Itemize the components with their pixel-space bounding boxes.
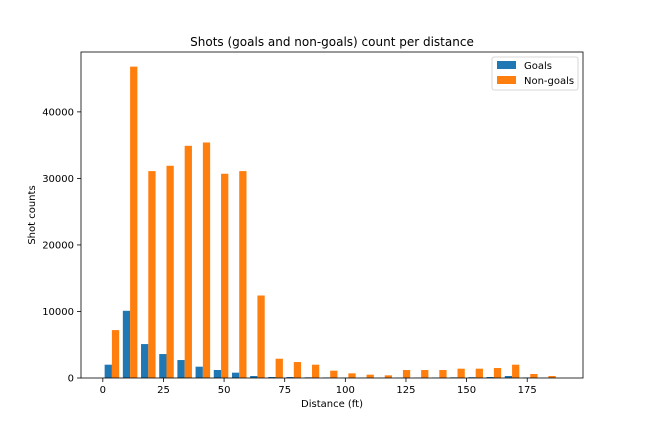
bar-non-goals-10 <box>293 362 302 378</box>
bar-non-goals-2 <box>148 171 156 378</box>
bar-non-goals-21 <box>493 368 502 378</box>
bar-goals-5 <box>195 366 203 378</box>
bar-non-goals-1 <box>130 66 138 379</box>
bar-goals-3 <box>159 354 167 378</box>
bar-non-goals-19 <box>457 368 465 378</box>
bar-non-goals-23 <box>530 374 538 378</box>
bar-non-goals-4 <box>184 145 192 378</box>
bar-goals-1 <box>122 310 131 378</box>
bar-goals-0 <box>104 364 112 378</box>
x-tick-label: 25 <box>157 385 170 396</box>
y-tick-label: 0 <box>68 374 74 385</box>
bar-non-goals-7 <box>239 171 247 378</box>
x-tick-label: 175 <box>518 385 537 396</box>
bar-non-goals-5 <box>202 142 211 378</box>
bar-goals-9 <box>268 377 276 378</box>
y-axis-label: Shot counts <box>27 185 38 244</box>
bar-goals-10 <box>286 377 294 378</box>
legend-label-goals: Goals <box>524 61 552 72</box>
legend-swatch-goals <box>497 61 516 69</box>
y-axis-ticks: 0 10000 20000 30000 40000 <box>42 107 81 385</box>
plot-area <box>81 52 583 378</box>
bar-goals-6 <box>213 370 222 378</box>
bar-non-goals-17 <box>421 370 429 378</box>
x-axis-ticks: 0 25 50 75 100 125 150 175 <box>100 378 537 396</box>
chart-title: Shots (goals and non-goals) count per di… <box>190 35 474 49</box>
bar-goals-22 <box>504 376 513 378</box>
bar-non-goals-16 <box>402 370 411 378</box>
bar-non-goals-20 <box>475 368 483 378</box>
bar-non-goals-18 <box>439 370 447 378</box>
bar-goals-8 <box>250 376 258 378</box>
x-tick-label: 100 <box>336 385 355 396</box>
bar-goals-21 <box>486 377 494 378</box>
x-tick-label: 150 <box>457 385 476 396</box>
bar-non-goals-24 <box>548 376 556 378</box>
legend-swatch-non-goals <box>497 76 516 84</box>
bar-non-goals-8 <box>257 295 265 378</box>
bar-non-goals-11 <box>311 364 320 378</box>
bar-non-goals-15 <box>384 375 393 378</box>
bar-non-goals-22 <box>512 364 520 378</box>
bar-non-goals-9 <box>275 358 283 378</box>
y-tick-label: 40000 <box>42 107 74 118</box>
bar-non-goals-12 <box>330 370 338 378</box>
y-tick-label: 20000 <box>42 240 74 251</box>
bar-non-goals-14 <box>366 374 374 378</box>
bars-group <box>104 66 556 379</box>
x-tick-label: 0 <box>100 385 106 396</box>
bar-non-goals-6 <box>221 173 229 378</box>
bar-goals-2 <box>141 344 149 378</box>
plot-frame <box>80 51 584 379</box>
legend: Goals Non-goals <box>491 56 579 91</box>
x-tick-label: 50 <box>218 385 231 396</box>
y-tick-label: 10000 <box>42 307 74 318</box>
bar-goals-7 <box>231 372 240 378</box>
x-tick-label: 125 <box>396 385 415 396</box>
x-axis-label: Distance (ft) <box>301 399 363 410</box>
y-tick-label: 30000 <box>42 174 74 185</box>
legend-label-non-goals: Non-goals <box>524 76 574 87</box>
bar-non-goals-13 <box>348 373 356 378</box>
bar-non-goals-0 <box>111 330 120 378</box>
bar-goals-4 <box>177 360 185 378</box>
x-tick-label: 75 <box>278 385 291 396</box>
bar-non-goals-3 <box>166 165 174 378</box>
